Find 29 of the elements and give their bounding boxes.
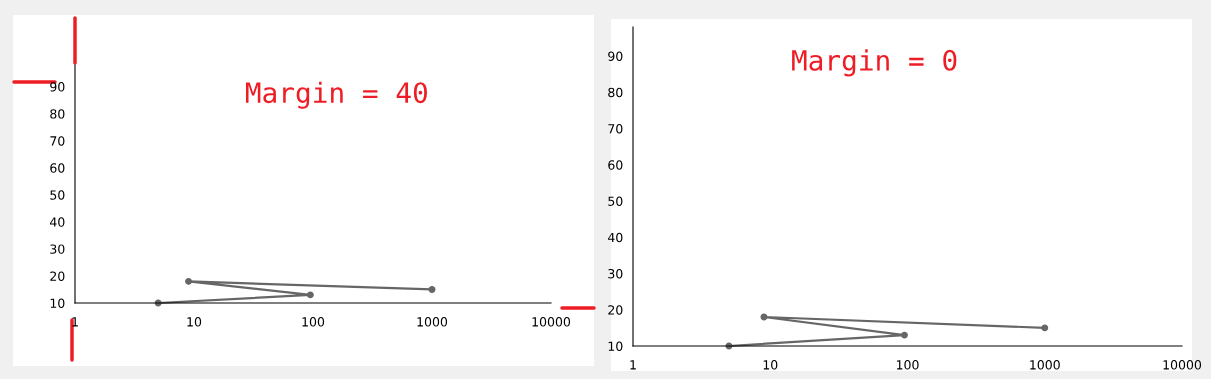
y-tick-label: 50 [50,190,65,200]
x-tick-label: 100 [896,360,919,370]
x-tick-label: 10000 [1163,360,1202,370]
y-tick-label: 40 [607,232,623,243]
y-tick-label: 60 [608,160,623,170]
y-tick-label: 80 [50,109,65,119]
y-tick-label: 70 [608,123,623,134]
x-tick-label: 10 [763,360,778,370]
y-tick-label: 90 [608,51,623,61]
x-tick-label: 100 [302,317,325,327]
text: Margin = 40 [245,81,427,109]
y-tick-label: 90 [50,82,65,92]
x-tick-label: 1 [630,360,636,370]
y-tick-label: 10 [50,298,65,308]
x-tick-label: 10000 [532,317,571,327]
y-tick-label: 50 [608,196,623,206]
y-tick-label: 20 [608,305,623,315]
text: Margin = 0 [792,49,957,77]
y-tick-label: 30 [608,268,623,279]
x-tick-label: 1000 [417,317,448,327]
x-tick-label: 1000 [1030,360,1060,370]
x-tick-label: 10 [187,317,202,327]
y-tick-label: 70 [50,136,65,146]
y-tick-label: 40 [49,217,65,227]
y-tick-label: 10 [608,341,623,351]
y-tick-label: 30 [50,244,65,254]
y-tick-label: 60 [50,163,65,173]
y-tick-label: 80 [608,87,623,98]
y-tick-label: 20 [50,271,65,281]
